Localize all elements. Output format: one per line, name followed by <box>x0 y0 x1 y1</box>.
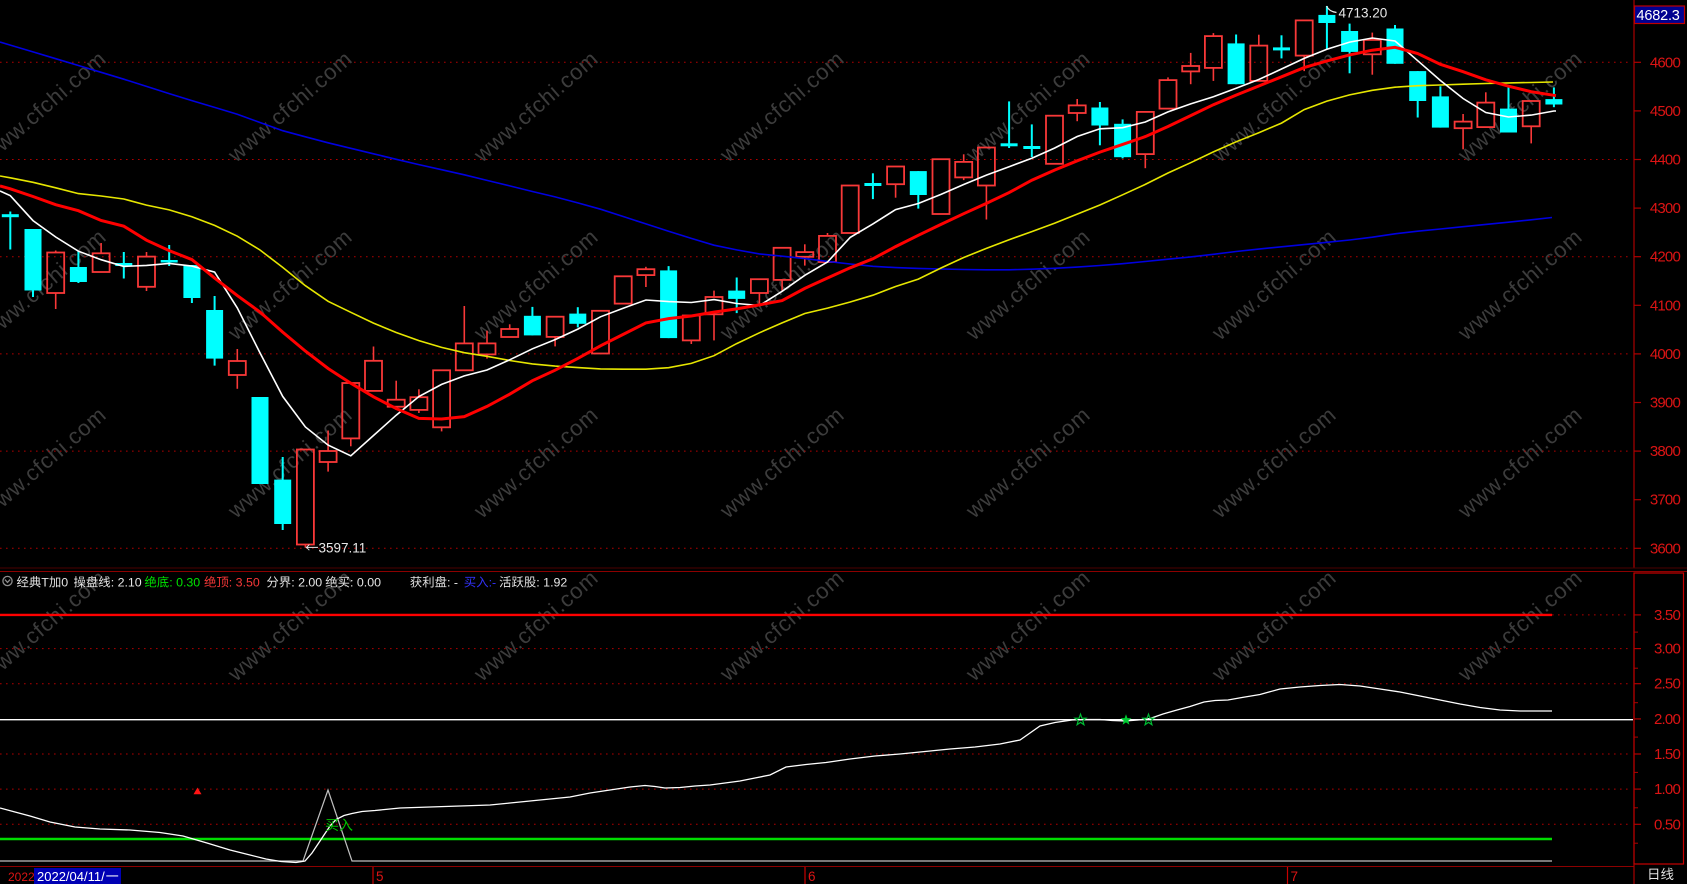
svg-text:4682.3: 4682.3 <box>1637 8 1680 24</box>
svg-text:4300: 4300 <box>1650 200 1681 217</box>
svg-text:2022: 2022 <box>8 870 35 884</box>
svg-text:: -: : - <box>447 576 458 590</box>
svg-text:: 0.30: : 0.30 <box>169 576 200 590</box>
svg-text:6: 6 <box>808 869 816 884</box>
svg-text:3.50: 3.50 <box>1654 607 1680 624</box>
svg-text:2022/04/11/: 2022/04/11/ <box>37 869 105 884</box>
svg-text:1.00: 1.00 <box>1654 781 1680 798</box>
svg-text:4400: 4400 <box>1650 152 1681 169</box>
svg-text:2.50: 2.50 <box>1654 676 1680 693</box>
svg-text:2.00: 2.00 <box>1654 711 1680 728</box>
svg-text:3597.11: 3597.11 <box>319 541 367 556</box>
svg-text:5: 5 <box>376 869 384 884</box>
svg-text:3900: 3900 <box>1650 395 1681 412</box>
svg-text:4713.20: 4713.20 <box>1339 6 1388 21</box>
svg-text:4200: 4200 <box>1650 249 1681 266</box>
svg-text:4600: 4600 <box>1650 54 1681 71</box>
svg-text:1.50: 1.50 <box>1654 746 1680 763</box>
svg-text::-: :- <box>489 576 497 590</box>
svg-text:3600: 3600 <box>1650 540 1681 557</box>
svg-text:0: 0 <box>61 576 68 590</box>
svg-text:4100: 4100 <box>1650 297 1681 314</box>
svg-text:4000: 4000 <box>1650 346 1681 363</box>
svg-text:3800: 3800 <box>1650 443 1681 460</box>
svg-text:T: T <box>41 576 49 590</box>
svg-text:: 0.00: : 0.00 <box>350 576 381 590</box>
svg-text:: 1.92: : 1.92 <box>536 576 567 590</box>
svg-text:: 2.10: : 2.10 <box>111 576 142 590</box>
svg-text:: 2.00: : 2.00 <box>291 576 322 590</box>
svg-text:4500: 4500 <box>1650 103 1681 120</box>
svg-text:0.50: 0.50 <box>1654 816 1680 833</box>
svg-text:7: 7 <box>1291 869 1299 884</box>
svg-text:3700: 3700 <box>1650 492 1681 509</box>
svg-text:3.00: 3.00 <box>1654 641 1680 658</box>
svg-text:: 3.50: : 3.50 <box>229 576 260 590</box>
